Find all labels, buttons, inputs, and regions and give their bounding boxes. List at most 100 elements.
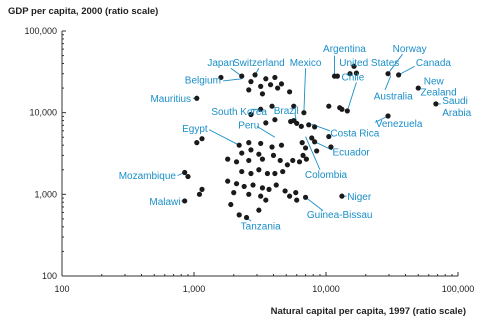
data-point <box>337 105 343 111</box>
leader-line <box>208 129 240 146</box>
country-label: Arabia <box>442 108 471 119</box>
data-point <box>278 81 285 87</box>
data-point <box>263 76 269 82</box>
data-point <box>246 157 252 164</box>
data-point <box>269 144 275 150</box>
country-label: Guinea-Bissau <box>307 210 373 221</box>
data-point <box>236 212 242 218</box>
data-point <box>199 186 205 192</box>
country-label: Niger <box>347 192 372 203</box>
data-point <box>233 181 240 187</box>
data-points <box>182 63 439 221</box>
data-point <box>299 140 305 146</box>
country-label: Mozambique <box>119 171 177 182</box>
data-point <box>339 193 345 199</box>
data-point <box>252 72 258 78</box>
country-label: Saudi <box>442 96 468 107</box>
leader-line <box>305 196 324 212</box>
data-point <box>199 136 205 142</box>
country-label: Brazil <box>274 106 299 117</box>
data-point <box>250 182 256 188</box>
country-label: Zealand <box>421 87 457 98</box>
data-point <box>259 185 266 191</box>
data-point <box>326 103 332 109</box>
leader-line <box>398 65 415 76</box>
data-point <box>306 122 312 128</box>
data-point <box>248 170 254 177</box>
data-point <box>256 167 262 173</box>
data-point <box>287 89 293 95</box>
data-point <box>385 113 391 119</box>
data-point <box>239 168 245 175</box>
data-point <box>185 173 191 180</box>
data-point <box>415 85 421 91</box>
country-label: Argentina <box>323 44 366 55</box>
data-point <box>351 63 357 69</box>
data-point <box>302 194 309 200</box>
data-point <box>294 197 300 203</box>
data-point <box>298 123 304 129</box>
data-point <box>264 170 271 177</box>
country-label: Belgium <box>185 76 221 87</box>
data-point <box>300 152 306 158</box>
data-point <box>231 190 237 196</box>
data-point <box>225 178 231 184</box>
axis-ticks: 100 1,000 10,000 100,000 100 1,000 10,000 100,0… <box>24 26 474 294</box>
data-point <box>256 151 262 157</box>
country-label: Peru <box>238 120 259 131</box>
data-point <box>353 70 360 76</box>
country-label: Norway <box>393 44 427 55</box>
leader-line <box>305 136 321 170</box>
leader-line <box>387 53 403 74</box>
data-point <box>301 110 307 116</box>
data-point <box>296 159 303 165</box>
country-label: Japan <box>207 58 234 69</box>
data-point <box>273 182 279 188</box>
data-point <box>309 135 315 141</box>
data-point <box>331 73 338 79</box>
data-point <box>194 140 200 146</box>
data-point <box>328 144 334 150</box>
data-point <box>246 140 252 146</box>
data-point <box>347 71 353 77</box>
data-point <box>290 157 296 164</box>
country-label: Mauritius <box>150 94 191 105</box>
data-point <box>194 95 200 101</box>
data-point <box>291 103 297 109</box>
data-point <box>302 145 309 151</box>
country-label: Malawi <box>149 197 180 208</box>
data-point <box>326 133 332 140</box>
data-point <box>272 74 278 81</box>
data-point <box>270 152 277 158</box>
data-point <box>433 101 439 107</box>
y-tick-label: 10,000 <box>29 108 57 118</box>
data-point <box>396 72 402 78</box>
data-point <box>248 147 254 153</box>
data-point <box>293 190 299 196</box>
data-point <box>196 191 203 197</box>
data-point <box>218 74 224 81</box>
country-label: Ecuador <box>332 147 370 158</box>
data-point <box>259 156 266 162</box>
data-point <box>182 198 188 204</box>
leader-line <box>256 125 276 138</box>
country-label: New <box>424 76 445 87</box>
country-label: Colombia <box>305 170 348 181</box>
data-point <box>258 140 264 147</box>
country-label: United States <box>339 58 399 69</box>
y-tick-label: 100,000 <box>24 26 57 36</box>
data-point <box>233 159 240 165</box>
data-point <box>303 156 309 162</box>
data-point <box>272 170 278 177</box>
country-label: Egypt <box>182 124 208 135</box>
data-point <box>277 157 283 164</box>
data-point <box>228 201 234 208</box>
data-point <box>256 207 262 213</box>
country-label: Venezuela <box>376 119 423 130</box>
data-point <box>344 108 350 114</box>
y-tick-label: 100 <box>42 271 57 281</box>
country-label: South Korea <box>211 107 267 118</box>
country-label: Chile <box>342 72 365 83</box>
data-point <box>272 117 278 123</box>
